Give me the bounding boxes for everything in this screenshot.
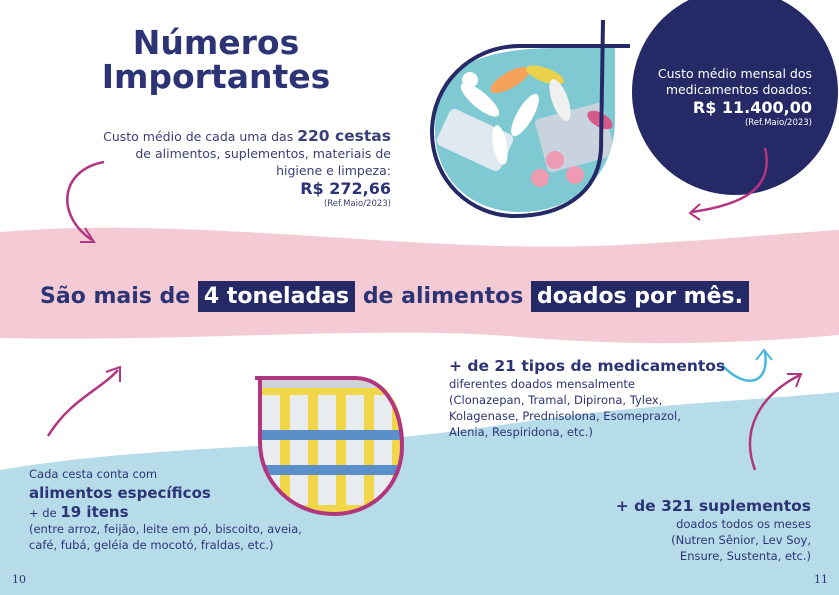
arrow-head-1 xyxy=(80,227,96,243)
arrow-curve-3 xyxy=(46,369,119,437)
pink-band xyxy=(0,227,839,344)
cestas-cost-block: Custo médio de cada uma das 220 cestas d… xyxy=(60,128,391,210)
banner-part-2: de alimentos xyxy=(362,284,524,309)
arrow-head-4 xyxy=(755,348,773,361)
arrow-curve-5 xyxy=(748,373,801,471)
cestas-prefix: Custo médio de cada uma das xyxy=(103,129,294,144)
medicines-cost-price: R$ 11.400,00 xyxy=(692,98,812,117)
cesta-items-intro: Cada cesta conta com xyxy=(29,467,158,481)
banner-highlight-2: doados por mês. xyxy=(530,281,749,312)
cestas-price: R$ 272,66 xyxy=(300,179,391,198)
donation-banner: São mais de 4 toneladas de alimentos doa… xyxy=(40,281,800,312)
navy-circle xyxy=(632,0,838,195)
medicines-types-body: diferentes doados mensalmente (Clonazepa… xyxy=(449,377,681,439)
cans-outline xyxy=(255,376,405,517)
cestas-highlight: 220 cestas xyxy=(297,127,391,145)
supplements-block: + de 321 suplementos doados todos os mes… xyxy=(590,496,811,564)
cesta-items-prefix: + de xyxy=(29,506,57,520)
cesta-items-block: Cada cesta conta com alimentos específic… xyxy=(29,466,359,553)
cestas-description: de alimentos, suplementos, materiais de … xyxy=(135,146,391,178)
medicines-types-block: + de 21 tipos de medicamentos diferentes… xyxy=(449,356,749,440)
page-number-left: 10 xyxy=(12,573,26,586)
banner-part-1: São mais de xyxy=(40,284,191,309)
medicines-types-heading: + de 21 tipos de medicamentos xyxy=(449,357,726,375)
banner-highlight-1: 4 toneladas xyxy=(197,281,356,312)
supplements-body: doados todos os meses (Nutren Sênior, Le… xyxy=(671,517,811,563)
blue-wave xyxy=(0,392,839,595)
cesta-items-count: 19 itens xyxy=(60,503,129,521)
arrow-curve-1 xyxy=(66,160,105,242)
cesta-items-heading: alimentos específicos xyxy=(29,484,211,502)
arrow-head-3 xyxy=(105,365,121,382)
page-number-right: 11 xyxy=(814,573,828,586)
medicines-photo xyxy=(435,48,615,212)
cestas-ref: (Ref.Maio/2023) xyxy=(323,199,391,209)
supplements-heading: + de 321 suplementos xyxy=(615,497,811,515)
medicines-cost-label: Custo médio mensal dos medicamentos doad… xyxy=(657,66,812,97)
arrow-head-2 xyxy=(688,203,701,221)
medicines-cost-ref: (Ref.Maio/2023) xyxy=(744,118,812,128)
pills-outline xyxy=(429,19,630,219)
medicines-cost-block: Custo médio mensal dos medicamentos doad… xyxy=(636,66,812,129)
arrow-curve-2 xyxy=(691,147,768,214)
arrow-head-5 xyxy=(787,373,803,388)
arrow-curve-4 xyxy=(721,351,767,382)
cesta-items-list: (entre arroz, feijão, leite em pó, bisco… xyxy=(29,522,302,552)
page-title: Números Importantes xyxy=(101,23,331,96)
